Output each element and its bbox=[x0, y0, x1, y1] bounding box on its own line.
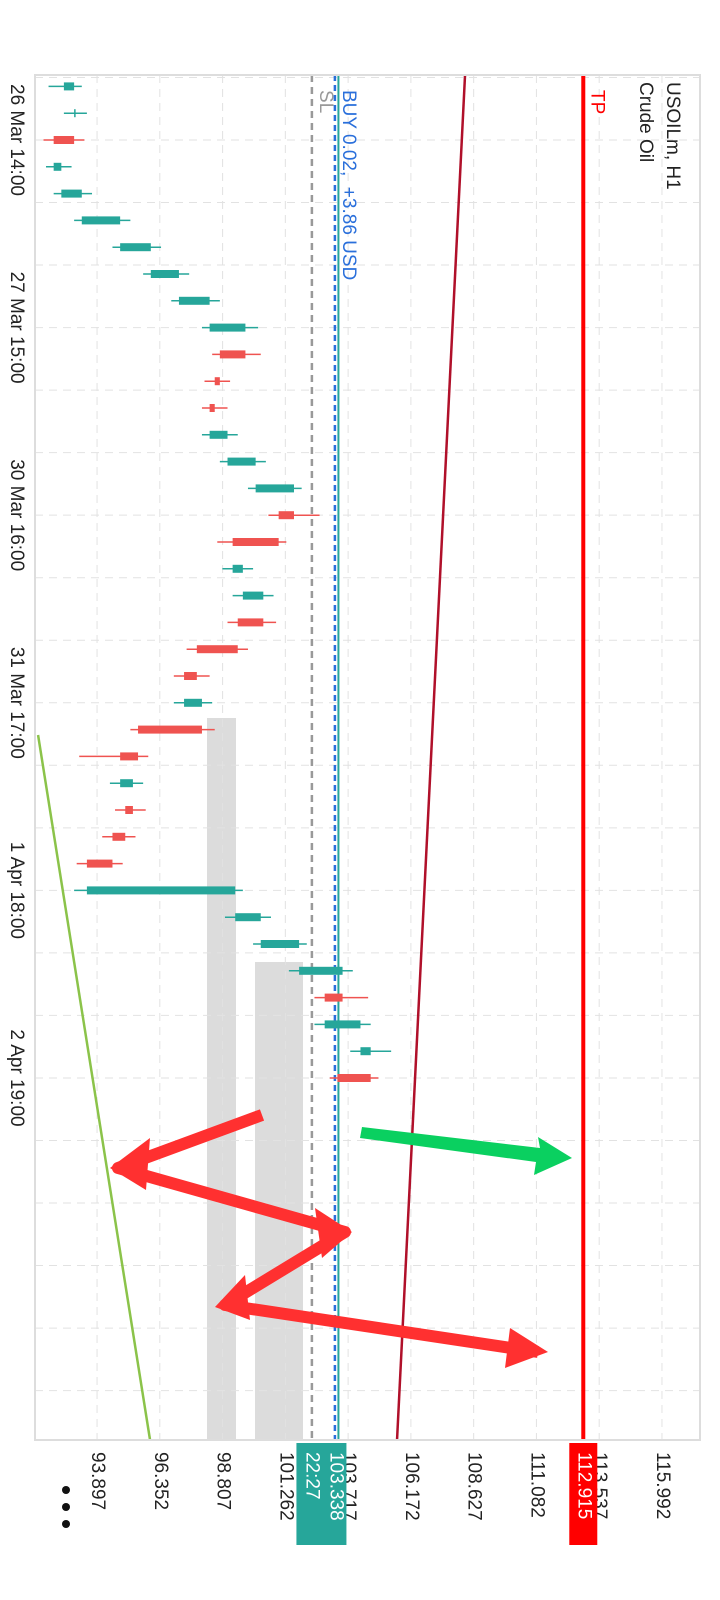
current-price-tag bbox=[296, 1443, 347, 1545]
y-tick-label: 106.172 bbox=[401, 1452, 422, 1521]
candle-body bbox=[278, 511, 294, 520]
candle-body bbox=[360, 1047, 371, 1056]
current-price-label: 103.338 bbox=[325, 1452, 346, 1521]
candle-body bbox=[209, 404, 215, 412]
x-tick-label: 2 Apr 19:00 bbox=[6, 1029, 27, 1126]
candle-body bbox=[227, 457, 256, 466]
candle-body bbox=[53, 162, 62, 171]
x-tick-label: 1 Apr 18:00 bbox=[6, 842, 27, 939]
price-tag-label: 112.915 bbox=[573, 1452, 594, 1519]
x-tick-label: 27 Mar 15:00 bbox=[6, 272, 27, 384]
candle-body bbox=[178, 296, 210, 305]
plot-frame bbox=[34, 74, 701, 1441]
zones bbox=[207, 718, 303, 1440]
candle-body bbox=[214, 377, 220, 386]
y-tick-label: 93.897 bbox=[87, 1452, 108, 1510]
price-line-label: SL bbox=[315, 90, 336, 113]
zone bbox=[255, 962, 303, 1440]
candle-body bbox=[120, 779, 133, 788]
price-tag bbox=[569, 1443, 598, 1545]
current-price-time: 22:27 bbox=[301, 1452, 322, 1500]
arrows bbox=[110, 1109, 572, 1368]
candle-body bbox=[242, 591, 264, 600]
chart-subtitle: Crude Oil bbox=[635, 82, 656, 162]
candle-body bbox=[299, 966, 343, 975]
candle-body bbox=[112, 832, 126, 841]
candle-body bbox=[219, 350, 246, 359]
candle-body bbox=[196, 645, 238, 654]
candle-body bbox=[150, 270, 179, 278]
chart-title: USOILm, H1 bbox=[662, 82, 683, 190]
candle-body bbox=[232, 538, 279, 546]
x-tick-label: 30 Mar 16:00 bbox=[6, 459, 27, 571]
candle-body bbox=[138, 725, 202, 734]
candle-body bbox=[63, 82, 75, 91]
candle-body bbox=[255, 484, 294, 493]
y-tick-label: 108.627 bbox=[464, 1452, 485, 1521]
zone bbox=[207, 718, 236, 1440]
candle-body bbox=[86, 886, 236, 895]
candle-body bbox=[125, 806, 133, 814]
x-tick-label: 31 Mar 17:00 bbox=[6, 647, 27, 759]
y-tick-label: 101.262 bbox=[275, 1452, 296, 1521]
candle-body bbox=[81, 216, 121, 225]
y-tick-label: 111.082 bbox=[526, 1452, 547, 1518]
candle-body bbox=[86, 859, 113, 868]
candle-body bbox=[184, 698, 202, 707]
y-tick-label: 115.992 bbox=[652, 1452, 673, 1519]
dot[interactable] bbox=[62, 1503, 70, 1511]
candle-body bbox=[324, 1020, 361, 1029]
y-tick-label: 96.352 bbox=[150, 1452, 171, 1510]
dot[interactable] bbox=[62, 1520, 70, 1528]
candle-body bbox=[232, 564, 243, 573]
candle-body bbox=[209, 430, 228, 439]
candle-body bbox=[61, 189, 82, 198]
candle-body bbox=[120, 243, 151, 252]
candle-body bbox=[120, 752, 139, 761]
arrow-head bbox=[505, 1328, 548, 1368]
trendline bbox=[36, 734, 152, 1441]
candle-body bbox=[260, 940, 300, 948]
dot[interactable] bbox=[62, 1486, 70, 1494]
candle-body bbox=[237, 618, 264, 627]
arrow bbox=[360, 1127, 572, 1175]
candle-body bbox=[235, 913, 261, 922]
plot bbox=[35, 74, 700, 1441]
candle-body bbox=[74, 109, 76, 118]
trendline bbox=[395, 74, 467, 1441]
candle-body bbox=[324, 993, 343, 1002]
price-line-label: TP bbox=[586, 90, 607, 114]
candle-body bbox=[337, 1074, 371, 1082]
candle-body bbox=[209, 323, 246, 332]
candle-body bbox=[184, 672, 197, 680]
x-tick-label: 26 Mar 14:00 bbox=[6, 84, 27, 196]
y-tick-label: 98.807 bbox=[213, 1452, 234, 1510]
arrow-head bbox=[110, 1138, 150, 1190]
candle-body bbox=[53, 136, 75, 144]
menu-dots[interactable] bbox=[62, 1486, 70, 1528]
price-line-label: BUY 0.02, +3.86 USD bbox=[338, 90, 359, 280]
arrow-head bbox=[315, 1208, 352, 1258]
arrow-head bbox=[215, 1275, 250, 1320]
